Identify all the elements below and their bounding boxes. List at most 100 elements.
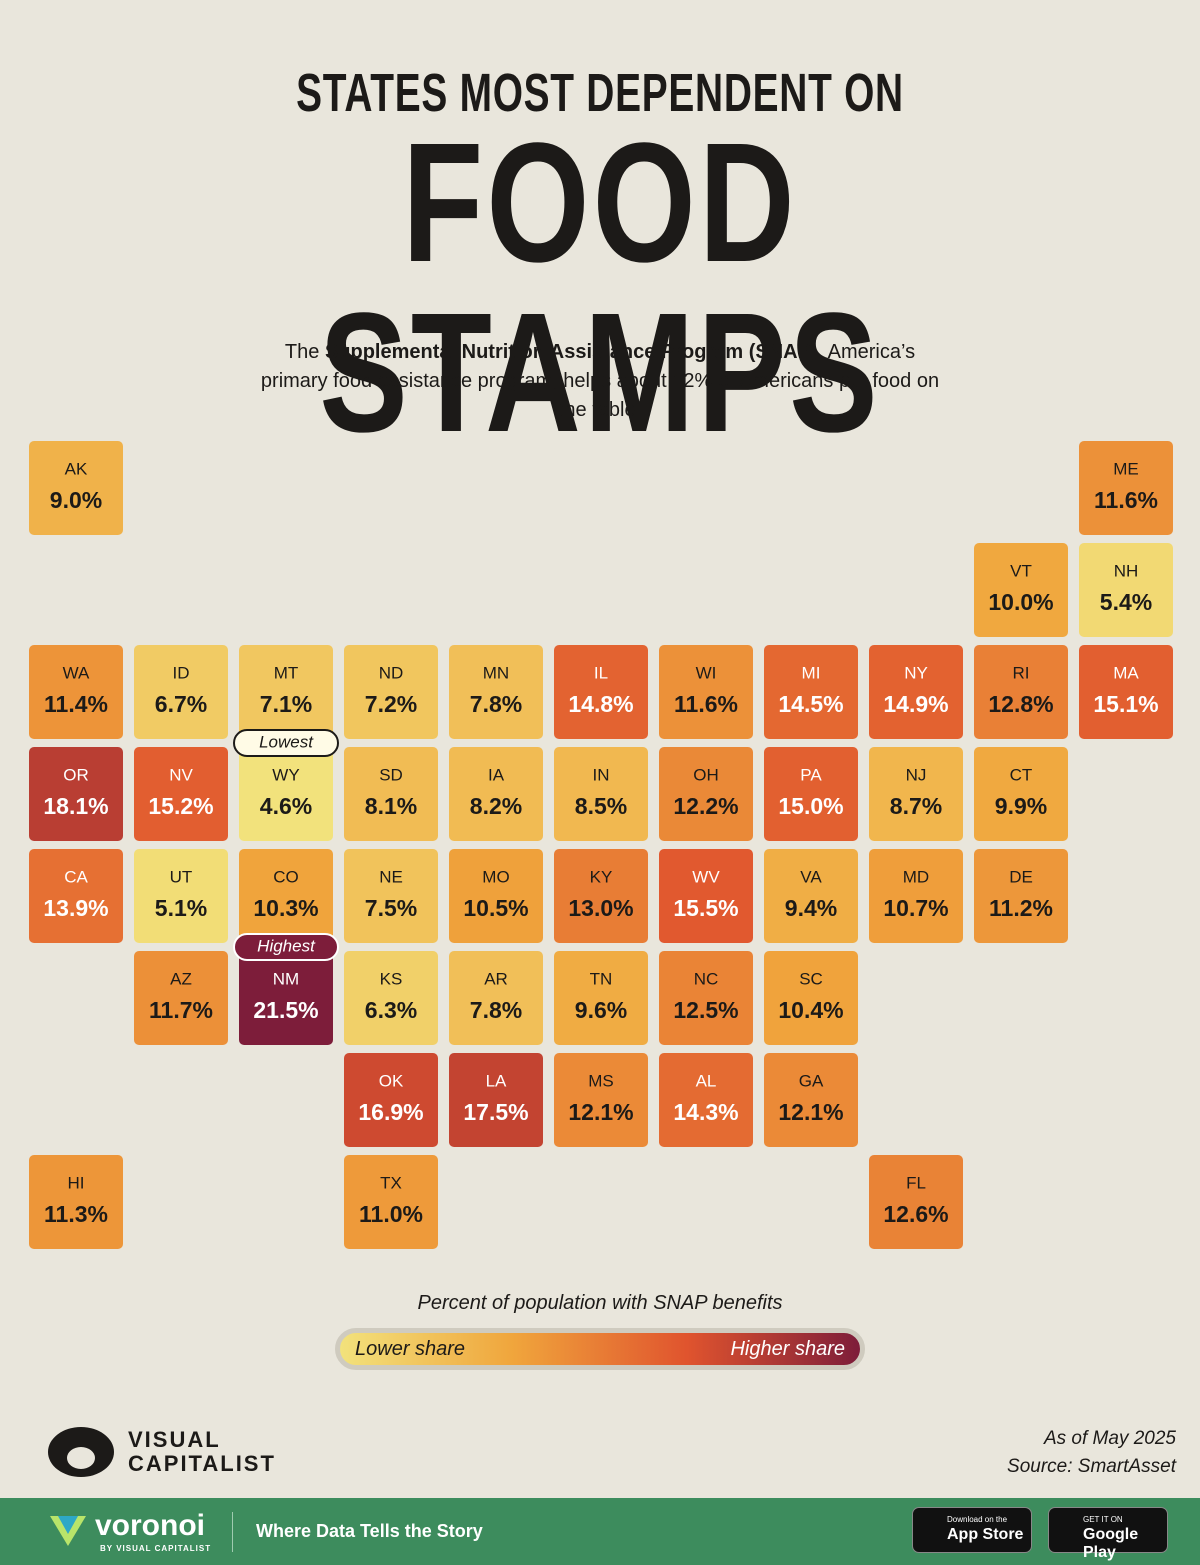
state-value: 12.8% xyxy=(988,691,1053,717)
notes: As of May 2025 Source: SmartAsset xyxy=(1007,1425,1176,1481)
callout-label: Lowest xyxy=(259,732,314,751)
state-tile xyxy=(972,745,1070,843)
state: CT 9.9% xyxy=(972,745,1070,843)
state-value: 6.7% xyxy=(155,691,207,717)
state: ND 7.2% xyxy=(342,643,440,741)
subtitle: The Supplemental Nutrition Assistance Pr… xyxy=(250,338,950,425)
state-tile xyxy=(552,847,650,945)
state-abbr: WA xyxy=(63,663,90,682)
state-abbr: NE xyxy=(379,867,403,886)
state-abbr: AL xyxy=(696,1071,717,1090)
state-abbr: WY xyxy=(272,765,299,784)
state: MO 10.5% xyxy=(447,847,545,945)
state-value: 12.5% xyxy=(673,997,738,1023)
state: AZ 11.7% xyxy=(132,949,230,1047)
voronoi-logo xyxy=(50,1516,86,1546)
state-abbr: VA xyxy=(800,867,822,886)
state-tile xyxy=(867,643,965,741)
state-value: 8.1% xyxy=(365,793,417,819)
state: OK 16.9% xyxy=(342,1051,440,1149)
state: UT 5.1% xyxy=(132,847,230,945)
state-tile xyxy=(132,949,230,1047)
state-value: 15.0% xyxy=(778,793,843,819)
state-value: 7.2% xyxy=(365,691,417,717)
state: CO 10.3% xyxy=(237,847,335,945)
state-abbr: NY xyxy=(904,663,928,682)
state-tile xyxy=(132,643,230,741)
callout-box xyxy=(233,933,339,961)
state-value: 15.1% xyxy=(1093,691,1158,717)
state-abbr: NH xyxy=(1114,561,1139,580)
state-tile xyxy=(552,949,650,1047)
state-value: 14.5% xyxy=(778,691,843,717)
title-top: STATES MOST DEPENDENT ON xyxy=(296,63,904,123)
state: MS 12.1% xyxy=(552,1051,650,1149)
state-abbr: NC xyxy=(694,969,719,988)
state-abbr: WI xyxy=(696,663,717,682)
state-tile xyxy=(447,847,545,945)
state-tile xyxy=(972,847,1070,945)
google-play-badge[interactable]: GET IT ON Google Play xyxy=(1048,1507,1168,1561)
state-value: 12.1% xyxy=(568,1099,633,1125)
state: MA 15.1% xyxy=(1077,643,1175,741)
state-abbr: TN xyxy=(590,969,613,988)
state-tile xyxy=(447,1051,545,1149)
state-value: 11.0% xyxy=(359,1201,423,1227)
state-value: 10.3% xyxy=(253,895,318,921)
state-tile xyxy=(342,745,440,843)
badge-small: Download on the xyxy=(947,1515,1008,1524)
state-value: 9.6% xyxy=(575,997,627,1023)
state-tile xyxy=(762,847,860,945)
state-tile xyxy=(132,847,230,945)
state-tile xyxy=(1077,643,1175,741)
state-value: 11.4% xyxy=(44,691,108,717)
subtitle-text: , America’s primary food assistance prog… xyxy=(260,341,940,421)
state-value: 7.8% xyxy=(470,997,522,1023)
state: NY 14.9% xyxy=(867,643,965,741)
state-tile xyxy=(762,745,860,843)
divider xyxy=(232,1512,233,1552)
state: AK 9.0% xyxy=(27,439,125,537)
state-tile xyxy=(447,643,545,741)
state-value: 5.1% xyxy=(155,895,207,921)
state-abbr: OH xyxy=(693,765,719,784)
state-abbr: MS xyxy=(588,1071,614,1090)
state-abbr: DE xyxy=(1009,867,1033,886)
state: TX 11.0% xyxy=(342,1153,440,1251)
tagline: Where Data Tells the Story xyxy=(256,1521,483,1541)
badge-large: App Store xyxy=(947,1526,1024,1543)
legend-gradient xyxy=(335,1328,865,1370)
state-tile xyxy=(1077,541,1175,639)
subtitle-text: The xyxy=(284,341,320,363)
state: VA 9.4% xyxy=(762,847,860,945)
state-value: 12.6% xyxy=(883,1201,948,1227)
state: SD 8.1% xyxy=(342,745,440,843)
state-abbr: CO xyxy=(273,867,299,886)
state-abbr: CA xyxy=(64,867,88,886)
state-tile xyxy=(132,745,230,843)
state-tile xyxy=(342,643,440,741)
state-abbr: AZ xyxy=(170,969,192,988)
state: NH 5.4% xyxy=(1077,541,1175,639)
state-abbr: KY xyxy=(590,867,613,886)
state-tile xyxy=(762,643,860,741)
state-tile xyxy=(27,643,125,741)
state: PA 15.0% xyxy=(762,745,860,843)
legend-high: Higher share xyxy=(730,1338,845,1360)
state-value: 8.2% xyxy=(470,793,522,819)
state-value: 9.9% xyxy=(995,793,1047,819)
state-value: 13.9% xyxy=(43,895,108,921)
state-abbr: IL xyxy=(594,663,608,682)
state-abbr: TX xyxy=(380,1173,402,1192)
state: LA 17.5% xyxy=(447,1051,545,1149)
state-tile xyxy=(342,949,440,1047)
app-store-badge[interactable]: Download on the App Store xyxy=(912,1507,1032,1553)
state-tile xyxy=(657,949,755,1047)
state-abbr: LA xyxy=(486,1071,507,1090)
logo xyxy=(48,1427,114,1477)
state-abbr: SD xyxy=(379,765,403,784)
state-value: 6.3% xyxy=(365,997,417,1023)
state-tile xyxy=(762,949,860,1047)
state-value: 21.5% xyxy=(253,997,318,1023)
state-tile xyxy=(867,1153,965,1251)
